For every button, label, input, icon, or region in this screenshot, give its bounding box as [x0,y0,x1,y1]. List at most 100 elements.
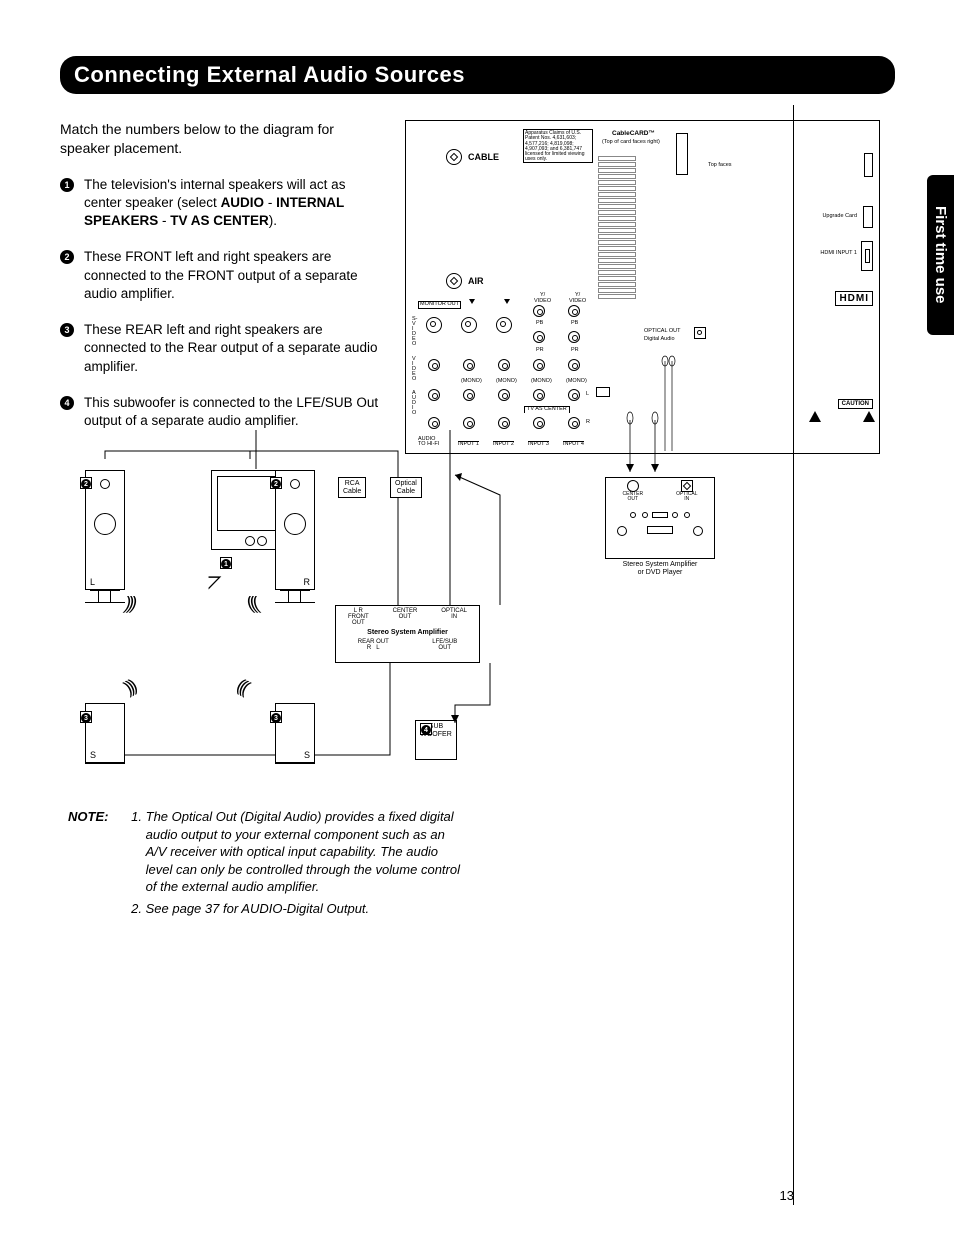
cablecard-slot-icon [676,133,688,175]
yvideo-label: Y/ VIDEO [569,293,586,304]
pb-label: PB [571,321,578,327]
video-col-label: V I D E O [412,357,416,382]
sound-waves-icon: ⦢ [208,573,219,594]
rca-jack-icon [428,417,440,429]
marker-3: 3 [80,711,92,723]
pr-label: PR [536,348,544,354]
marker-3: 3 [270,711,282,723]
step-2: 2 These FRONT left and right speakers ar… [60,248,385,303]
step-text: The television's internal speakers will … [84,176,385,231]
connector-icon [596,387,610,397]
input-label: INPUT 4 [563,441,584,448]
optical-jack-icon [694,327,706,339]
stereo-amplifier: L R FRONT OUT CENTER OUT OPTICAL IN Ster… [335,605,480,663]
sound-waves-icon: ))) [247,593,262,614]
marker-4: 4 [420,723,432,735]
marker-1: 1 [220,557,232,569]
rca-jack-icon [533,305,545,317]
rca-jack-icon [568,305,580,317]
step-number-icon: 3 [60,323,74,337]
cable-coax-icon [446,149,462,165]
input-label: INPUT 2 [493,441,514,448]
sidebar-tab-label: First time use [932,206,949,304]
input-label: INPUT 1 [458,441,479,448]
optical-cable-label: Optical Cable [390,477,422,498]
step-text: These FRONT left and right speakers are … [84,248,385,303]
rca-jack-icon [428,359,440,371]
step-3: 3 These REAR left and right speakers are… [60,321,385,376]
rca-jack-icon [498,389,510,401]
yvideo-label: Y/ VIDEO [534,293,551,304]
step-text: These REAR left and right speakers are c… [84,321,385,376]
speaker-r-label: R [304,577,311,587]
warning-triangle-icon [809,411,821,422]
steps-list: 1 The television's internal speakers wil… [60,176,385,430]
cable-label: CABLE [468,153,499,162]
marker-2: 2 [80,477,92,489]
audio-hifi-label: AUDIO TO HI-FI [418,437,439,447]
pb-label: PB [536,321,543,327]
r-label: R [586,420,590,426]
content-row: Match the numbers below to the diagram f… [60,120,895,454]
hdmi-input-label: HDMI INPUT 1 [820,251,857,257]
rca-jack-icon [568,389,580,401]
l-label: L [586,392,589,398]
upgrade-slot-icon [863,206,873,228]
amp-title: Stereo System Amplifier [336,629,479,636]
step-number-icon: 1 [60,178,74,192]
vent-slots-icon [598,156,636,300]
step-number-icon: 4 [60,396,74,410]
hdmi-slot-icon [861,241,873,271]
sound-waves-icon: ))) [121,676,139,699]
step-number-icon: 2 [60,250,74,264]
note-block: NOTE: The Optical Out (Digital Audio) pr… [68,808,478,921]
intro-text: Match the numbers below to the diagram f… [60,120,385,158]
page-title-bar: Connecting External Audio Sources [60,56,895,94]
svideo-jack-icon [426,317,442,333]
small-slot-icon [864,153,873,177]
rca-jack-icon [463,417,475,429]
topfaces-label: Top faces [708,163,732,169]
optical-out-label: OPTICAL OUT [644,329,680,335]
page-number: 13 [780,1188,794,1203]
step-4: 4 This subwoofer is connected to the LFE… [60,394,385,430]
air-label: AIR [468,277,484,286]
rca-jack-icon [568,331,580,343]
digital-audio-label: Digital Audio [644,337,675,343]
mono-label: (MONO) [496,379,517,385]
rca-jack-icon [498,417,510,429]
warning-triangle-icon [863,411,875,422]
air-coax-icon [446,273,462,289]
note-item: See page 37 for AUDIO-Digital Output. [146,900,468,918]
svideo-label: S- V I D E O [412,317,418,347]
rca-cable-label: RCA Cable [338,477,366,498]
speaker-s-label: S [90,750,96,760]
note-item: The Optical Out (Digital Audio) provides… [146,808,468,896]
svideo-jack-icon [461,317,477,333]
rca-jack-icon [533,389,545,401]
mono-label: (MONO) [566,379,587,385]
upgrade-card-label: Upgrade Card [822,214,857,220]
tv-backpanel-diagram: CABLE Apparatus Claims of U.S. Patent No… [405,120,880,454]
rca-jack-icon [463,359,475,371]
rca-jack-icon [533,359,545,371]
optical-cable-icon [660,361,680,454]
step-text: This subwoofer is connected to the LFE/S… [84,394,385,430]
mono-label: (MONO) [531,379,552,385]
sound-waves-icon: ))) [122,593,137,614]
page-content: Connecting External Audio Sources Match … [60,56,895,454]
mono-label: (MONO) [461,379,482,385]
dvd-player-label: Stereo System Amplifier or DVD Player [612,561,708,576]
caution-label: CAUTION [838,399,873,409]
pr-label: PR [571,348,579,354]
step-1: 1 The television's internal speakers wil… [60,176,385,231]
marker-2: 2 [270,477,282,489]
tv-as-center-label: TV AS CENTER [524,406,570,413]
rca-jack-icon [533,417,545,429]
page-title: Connecting External Audio Sources [74,62,465,87]
rca-jack-icon [498,359,510,371]
instructions-column: Match the numbers below to the diagram f… [60,120,385,454]
svideo-jack-icon [496,317,512,333]
sound-waves-icon: ))) [236,676,254,699]
sidebar-tab: First time use [927,175,954,335]
